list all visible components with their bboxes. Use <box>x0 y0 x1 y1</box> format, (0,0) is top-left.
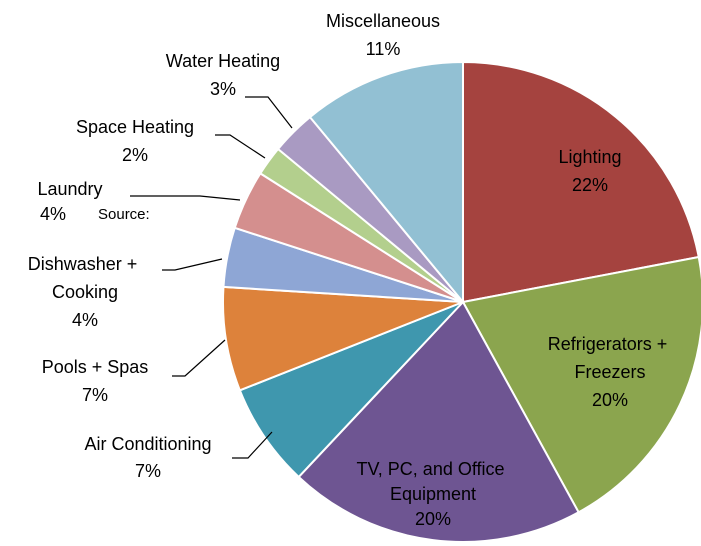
slice-label: Miscellaneous <box>326 11 440 31</box>
value-label: 4% <box>72 310 98 330</box>
slice-label: Laundry <box>37 179 102 199</box>
label-line: TV, PC, and Office <box>356 459 509 479</box>
pie-slice <box>462 60 700 304</box>
pie-slice <box>461 255 701 514</box>
slice-label: Air Conditioning <box>84 434 211 454</box>
slice-label: Lighting <box>558 147 621 167</box>
label-line: Refrigerators + <box>548 334 673 354</box>
pie-slice <box>222 285 464 392</box>
label-line: Cooking <box>52 282 118 302</box>
leader-line <box>245 96 293 129</box>
value-label: 20% <box>415 509 451 529</box>
slice-label: Refrigerators + Freezers <box>548 334 673 382</box>
slice-label: Pools + Spas <box>42 357 149 377</box>
pie-slice <box>297 300 580 543</box>
slice-label: TV, PC, and Office Equipment <box>356 459 509 504</box>
pie-slice <box>308 60 464 305</box>
leader-line <box>172 339 226 377</box>
slice-label: Dishwasher + Cooking <box>28 254 143 302</box>
leader-line <box>162 258 223 271</box>
pie-slice <box>238 301 464 479</box>
label-line: Dishwasher + <box>28 254 143 274</box>
value-label: 4% <box>40 204 66 224</box>
leader-line <box>215 134 266 159</box>
value-label: 7% <box>82 385 108 405</box>
leader-line <box>232 431 273 459</box>
value-label: 2% <box>122 145 148 165</box>
value-label: 3% <box>210 79 236 99</box>
annotation: Source: <box>98 206 150 223</box>
leader-line <box>130 195 241 201</box>
label-line: Equipment <box>390 484 476 504</box>
label-line: Freezers <box>574 362 645 382</box>
value-label: 7% <box>135 461 161 481</box>
slice-label: Space Heating <box>76 117 194 137</box>
value-label: 20% <box>592 390 628 410</box>
slice-label: Water Heating <box>166 51 280 71</box>
value-label: 22% <box>572 175 608 195</box>
value-label: 11% <box>366 39 401 59</box>
